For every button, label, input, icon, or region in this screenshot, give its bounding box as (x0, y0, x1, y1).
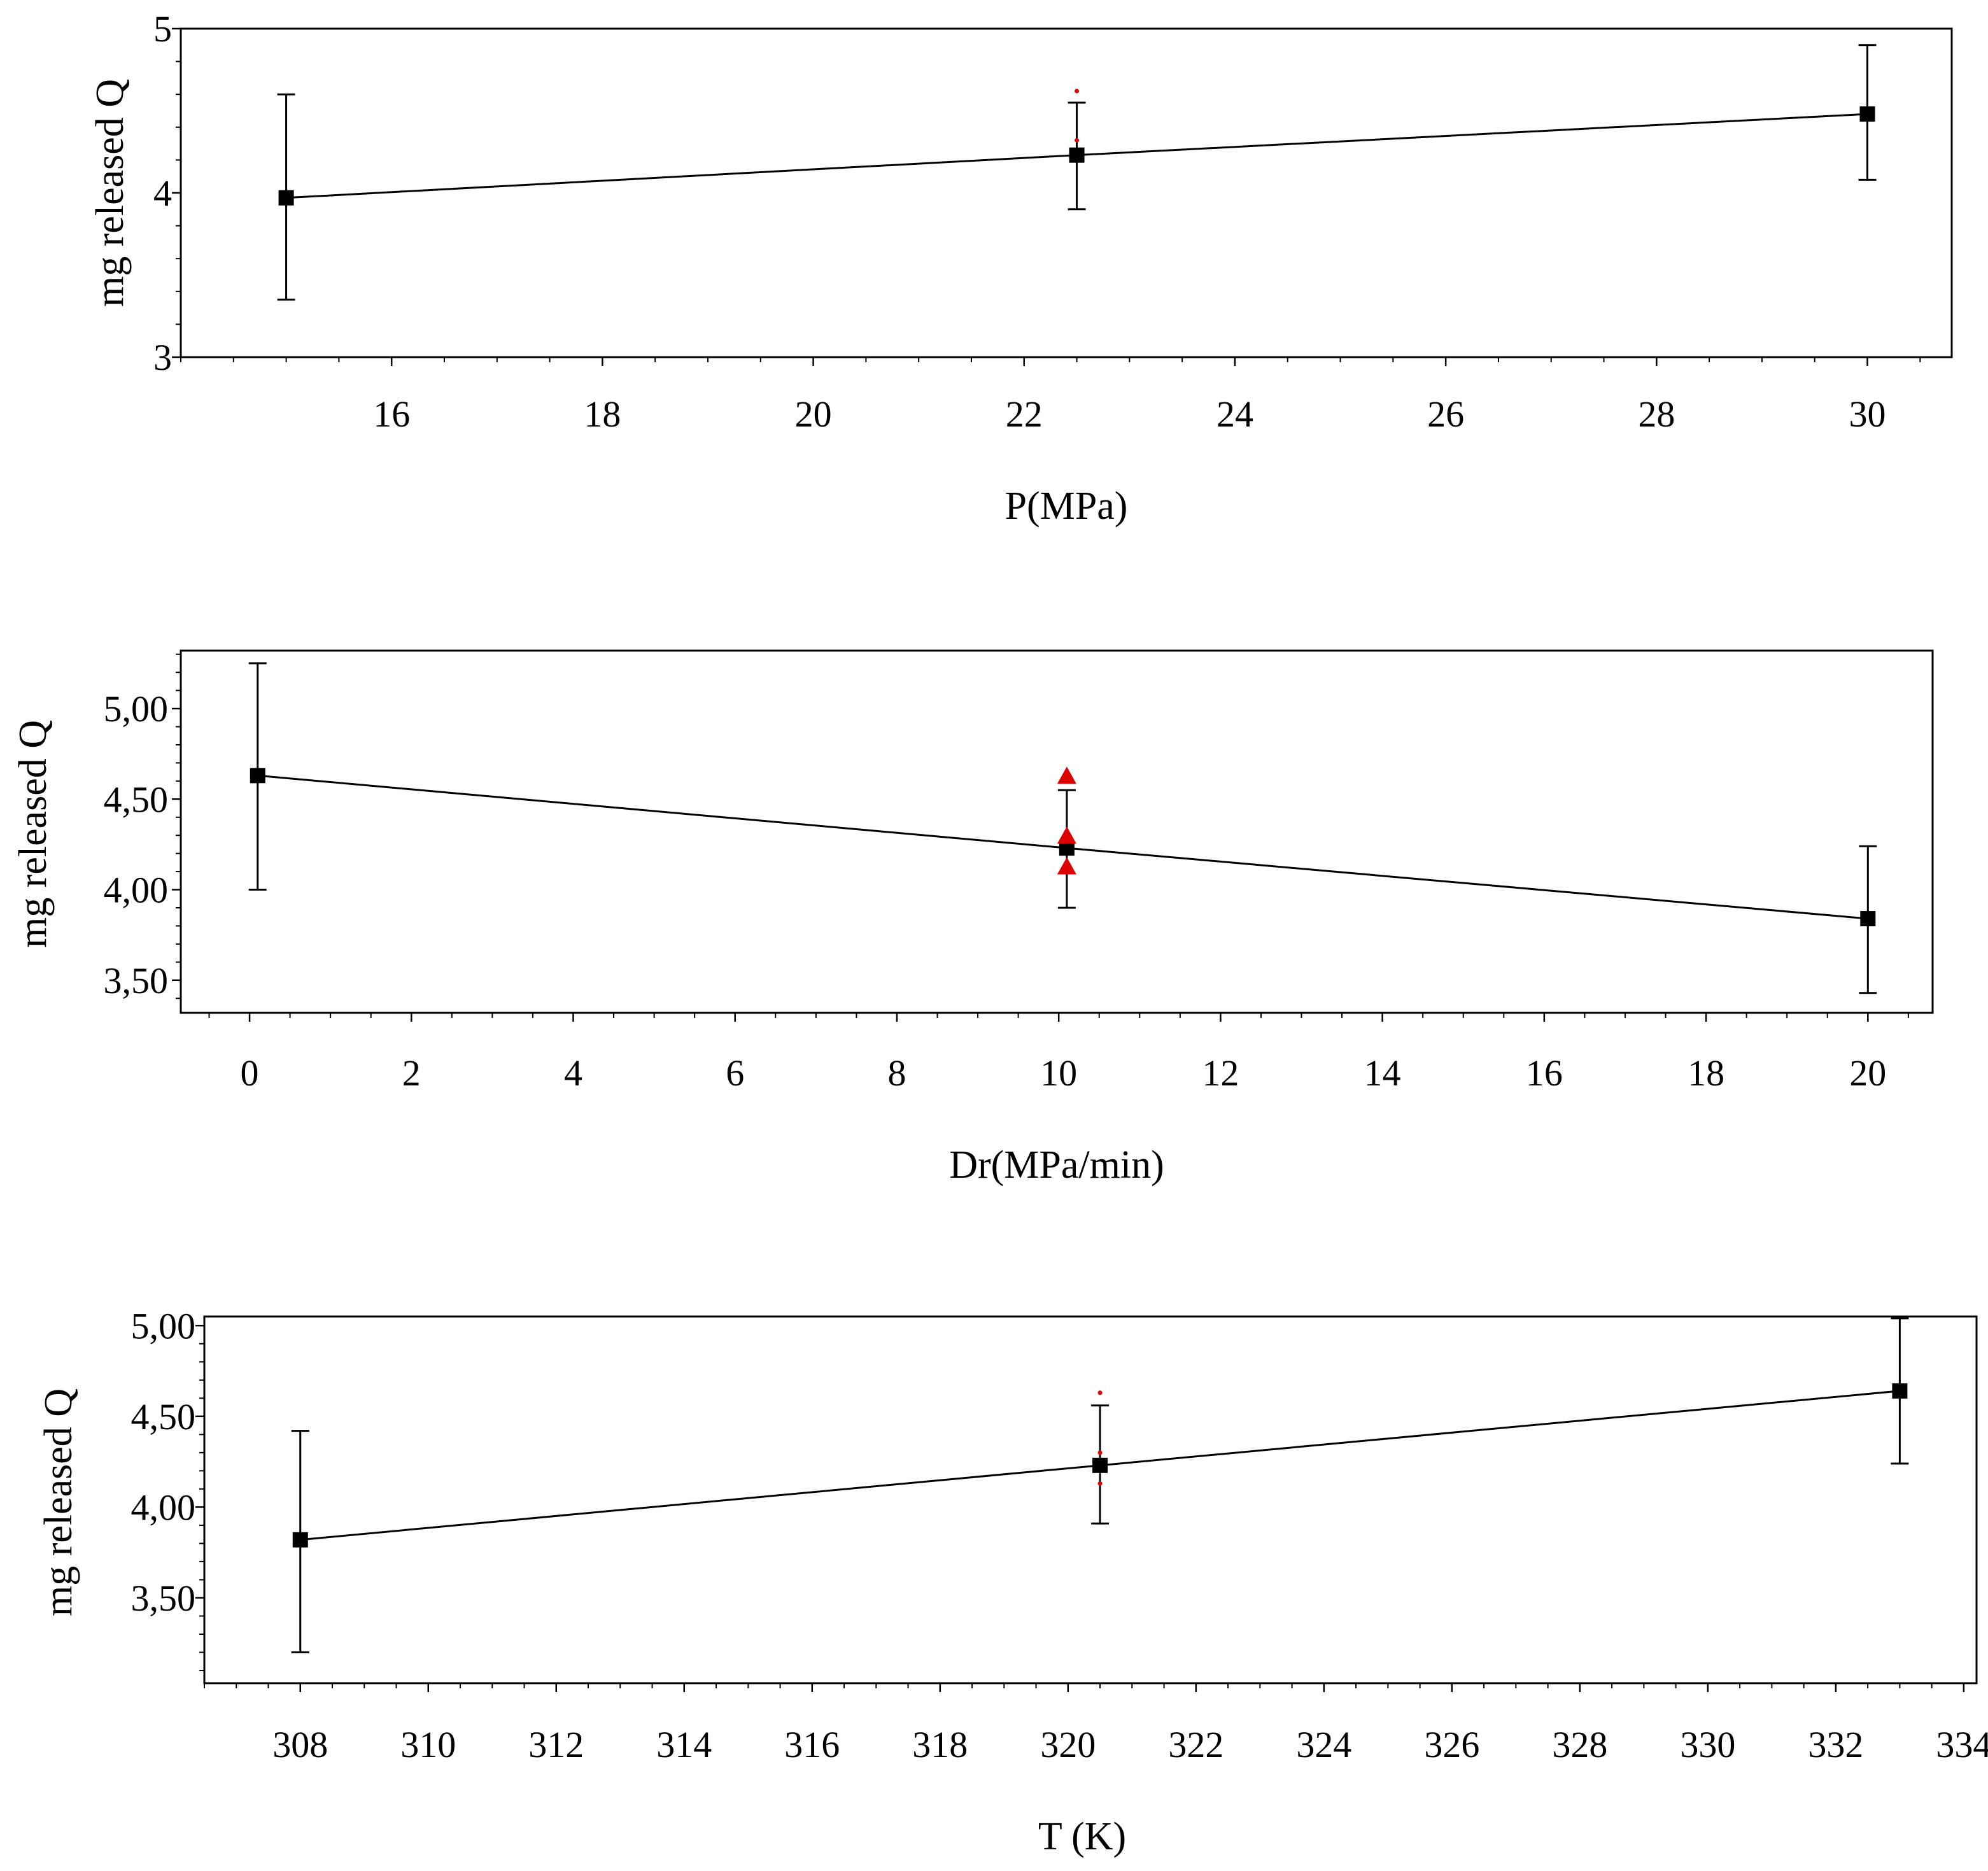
observed-point (1057, 826, 1076, 844)
observed-point (1075, 88, 1080, 94)
x-tick-label: 334 (1936, 1724, 1988, 1765)
error-bars (277, 44, 1877, 301)
x-tick-label: 312 (528, 1724, 584, 1765)
x-tick-label: 18 (1688, 1052, 1724, 1094)
y-tick-labels: 3 4 5 (153, 8, 181, 378)
x-tick-labels: 16 18 20 22 24 26 28 30 (373, 357, 1886, 435)
x-tick-label: 22 (1006, 393, 1043, 435)
x-tick-label: 310 (400, 1724, 456, 1765)
data-markers (292, 1383, 1908, 1548)
x-tick-label: 2 (402, 1052, 421, 1094)
x-axis-title: P(MPa) (1005, 484, 1128, 528)
data-point (1860, 911, 1876, 927)
data-markers (278, 106, 1875, 206)
plot-frame (203, 1315, 1978, 1684)
x-tick-label: 10 (1040, 1052, 1077, 1094)
data-point (278, 190, 294, 206)
data-point (1892, 1383, 1908, 1399)
x-tick-label: 0 (241, 1052, 259, 1094)
y-tick-label: 4,00 (131, 1486, 196, 1528)
y-tick-label: 3,50 (104, 960, 169, 1001)
x-tick-label: 24 (1216, 393, 1253, 435)
data-point (250, 768, 265, 784)
x-tick-label: 16 (373, 393, 410, 435)
minor-ticks (199, 1325, 1964, 1688)
x-tick-label: 316 (784, 1724, 840, 1765)
observed-point (1097, 1390, 1103, 1395)
observed-point (1057, 766, 1076, 784)
y-tick-label: 4,00 (104, 870, 169, 911)
x-tick-labels: 308 310 312 314 316 318 320 322 324 326 328 330 332 3… (272, 1683, 1988, 1765)
y-tick-label: 3,50 (131, 1578, 196, 1619)
x-tick-label: 16 (1526, 1052, 1563, 1094)
x-tick-label: 320 (1040, 1724, 1096, 1765)
data-markers (250, 768, 1876, 927)
x-tick-label: 14 (1364, 1052, 1401, 1094)
x-tick-label: 6 (726, 1052, 744, 1094)
y-axis-title: mg released Q (11, 720, 55, 948)
y-tick-label: 5,00 (104, 688, 169, 730)
x-tick-label: 328 (1552, 1724, 1607, 1765)
y-tick-label: 4,50 (104, 779, 169, 820)
x-tick-label: 4 (564, 1052, 582, 1094)
observed-points (1097, 1390, 1103, 1486)
x-tick-label: 322 (1168, 1724, 1223, 1765)
y-tick-label: 4,50 (131, 1396, 196, 1437)
y-tick-label: 5,00 (131, 1305, 196, 1346)
x-tick-label: 314 (656, 1724, 712, 1765)
x-tick-label: 12 (1202, 1052, 1239, 1094)
panel-pressure: 16 18 20 22 24 26 28 30 3 4 5 P(MPa) mg released … (88, 8, 1953, 528)
y-tick-label: 4 (153, 173, 172, 214)
x-tick-label: 324 (1296, 1724, 1351, 1765)
x-tick-labels: 0 2 4 6 8 10 12 14 16 18 20 (241, 1013, 1886, 1094)
data-point (1069, 147, 1085, 163)
observed-point (1057, 857, 1076, 875)
x-tick-label: 26 (1427, 393, 1464, 435)
y-axis-title: mg released Q (88, 79, 132, 307)
x-axis-title: T (K) (1038, 1815, 1126, 1858)
y-tick-labels: 3,50 4,00 4,50 5,00 (131, 1305, 204, 1619)
y-tick-label: 5 (153, 8, 172, 50)
plot-frame (180, 27, 1953, 358)
plot-frame (180, 649, 1934, 1014)
y-tick-label: 3 (153, 337, 172, 378)
observed-point (1097, 1481, 1103, 1486)
x-tick-label: 20 (795, 393, 832, 435)
error-bars (248, 662, 1877, 994)
panel-depressurization-rate: 0 2 4 6 8 10 12 14 16 18 20 3,50 4,00 4,50 5,00 Dr(MP… (11, 649, 1934, 1187)
observed-points (1057, 766, 1076, 875)
x-tick-label: 332 (1808, 1724, 1863, 1765)
observed-points (1075, 88, 1080, 143)
x-tick-label: 8 (887, 1052, 906, 1094)
x-tick-label: 30 (1849, 393, 1886, 435)
x-tick-label: 28 (1638, 393, 1675, 435)
x-tick-label: 318 (912, 1724, 968, 1765)
data-point (1859, 106, 1875, 122)
x-tick-label: 330 (1680, 1724, 1735, 1765)
y-axis-title: mg released Q (37, 1388, 80, 1616)
x-tick-label: 20 (1849, 1052, 1886, 1094)
observed-point (1075, 138, 1080, 143)
minor-ticks (176, 28, 1921, 362)
panel-temperature: 308 310 312 314 316 318 320 322 324 326 328 330 332 3… (37, 1305, 1988, 1858)
minor-ticks (176, 653, 1909, 1018)
x-tick-label: 308 (272, 1724, 328, 1765)
x-tick-label: 18 (584, 393, 621, 435)
observed-point (1097, 1450, 1103, 1455)
y-tick-labels: 3,50 4,00 4,50 5,00 (104, 688, 181, 1001)
x-tick-label: 326 (1424, 1724, 1479, 1765)
data-point (292, 1532, 308, 1548)
x-axis-title: Dr(MPa/min) (949, 1143, 1164, 1187)
data-point (1092, 1457, 1108, 1473)
